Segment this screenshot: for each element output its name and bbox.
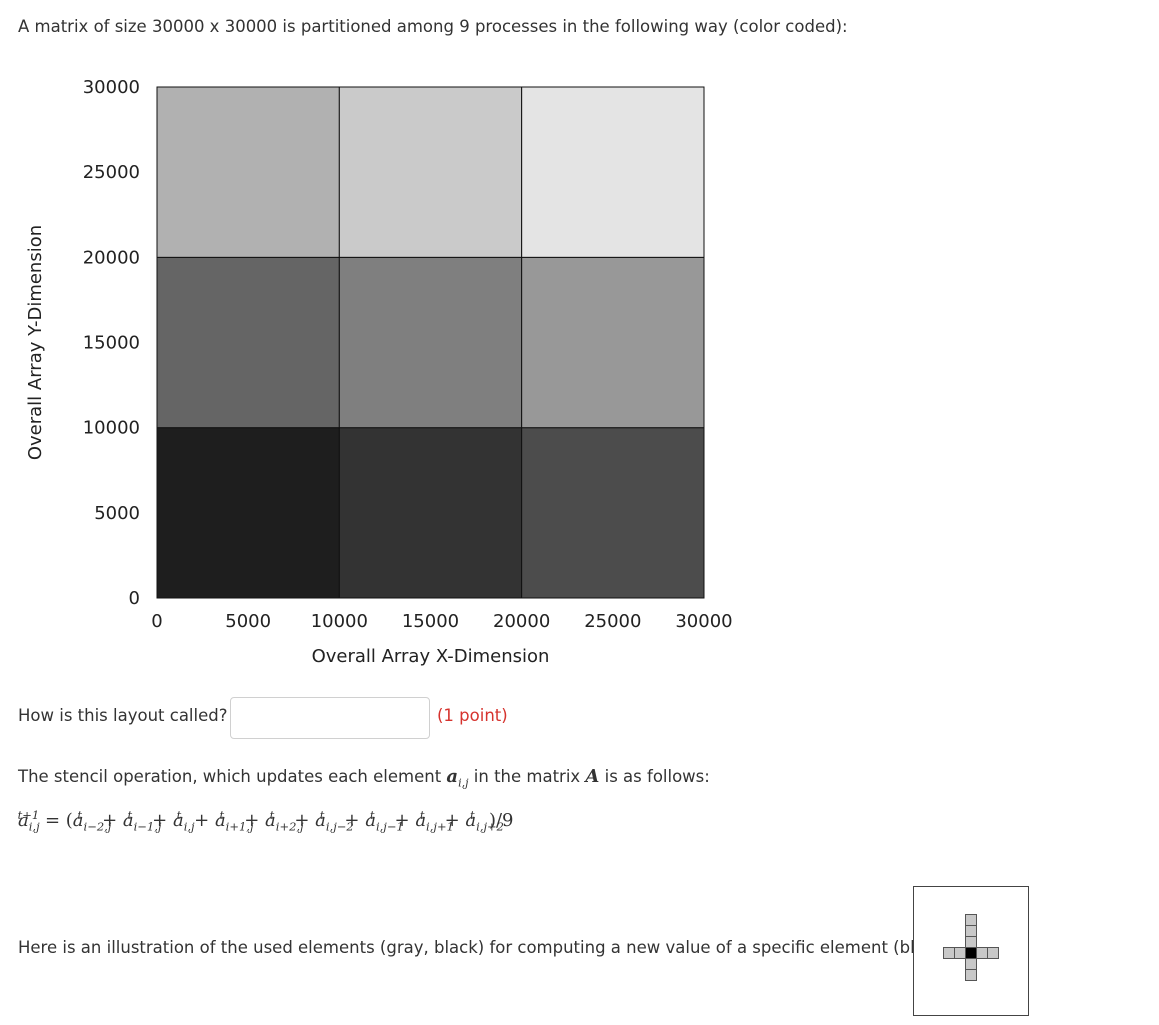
partition-chart: 0 5000 10000 15000 20000 25000 30000 0 5000 10000…	[25, 77, 733, 667]
stencil-formula: ai,jt+1 = (ai−2,jt + ai−1,jt + ai,jt + a…	[17, 808, 514, 834]
y-tick-label: 0	[129, 588, 140, 609]
partition-block-8	[338, 86, 523, 258]
partition-block-5	[338, 256, 523, 429]
layout-answer-input[interactable]	[230, 697, 430, 739]
x-tick-label: 25000	[584, 611, 641, 632]
x-tick-label: 0	[151, 611, 162, 632]
stencil-intro: The stencil operation, which updates eac…	[18, 766, 710, 790]
stencil-cell-up-mid	[965, 936, 977, 948]
stencil-illustration	[913, 886, 1029, 1016]
stencil-cell-right2	[987, 947, 999, 959]
stencil-intro-after: is as follows:	[599, 767, 710, 786]
element-symbol: ai,j	[446, 766, 469, 790]
partition-block-1	[156, 427, 340, 599]
partition-block-9	[521, 86, 705, 258]
x-tick-label: 5000	[225, 611, 271, 632]
points-label: (1 point)	[437, 706, 508, 725]
stencil-cell-down-mid	[965, 958, 977, 970]
x-tick-label: 15000	[402, 611, 459, 632]
stencil-cell-down2	[965, 969, 977, 981]
stencil-intro-before: The stencil operation, which updates eac…	[18, 767, 447, 786]
question-label: How is this layout called?	[18, 706, 228, 725]
x-tick-label: 20000	[493, 611, 550, 632]
y-tick-label: 20000	[83, 247, 140, 268]
stencil-intro-middle: in the matrix	[468, 767, 586, 786]
partition-block-4	[156, 256, 340, 429]
illustration-text: Here is an illustration of the used elem…	[18, 938, 956, 957]
y-tick-label: 5000	[94, 503, 140, 524]
partition-block-6	[521, 256, 705, 429]
x-tick-label: 10000	[311, 611, 368, 632]
matrix-symbol: A	[585, 766, 600, 787]
y-tick-label: 15000	[83, 333, 140, 354]
partition-block-2	[338, 427, 523, 599]
y-axis-label: Overall Array Y-Dimension	[25, 225, 46, 460]
y-tick-label: 25000	[83, 162, 140, 183]
y-tick-label: 30000	[83, 77, 140, 98]
partition-block-3	[521, 427, 705, 599]
x-axis-label: Overall Array X-Dimension	[312, 646, 550, 667]
partition-block-7	[156, 86, 340, 258]
x-tick-label: 30000	[675, 611, 732, 632]
intro-text: A matrix of size 30000 x 30000 is partit…	[18, 17, 848, 36]
y-tick-label: 10000	[83, 418, 140, 439]
